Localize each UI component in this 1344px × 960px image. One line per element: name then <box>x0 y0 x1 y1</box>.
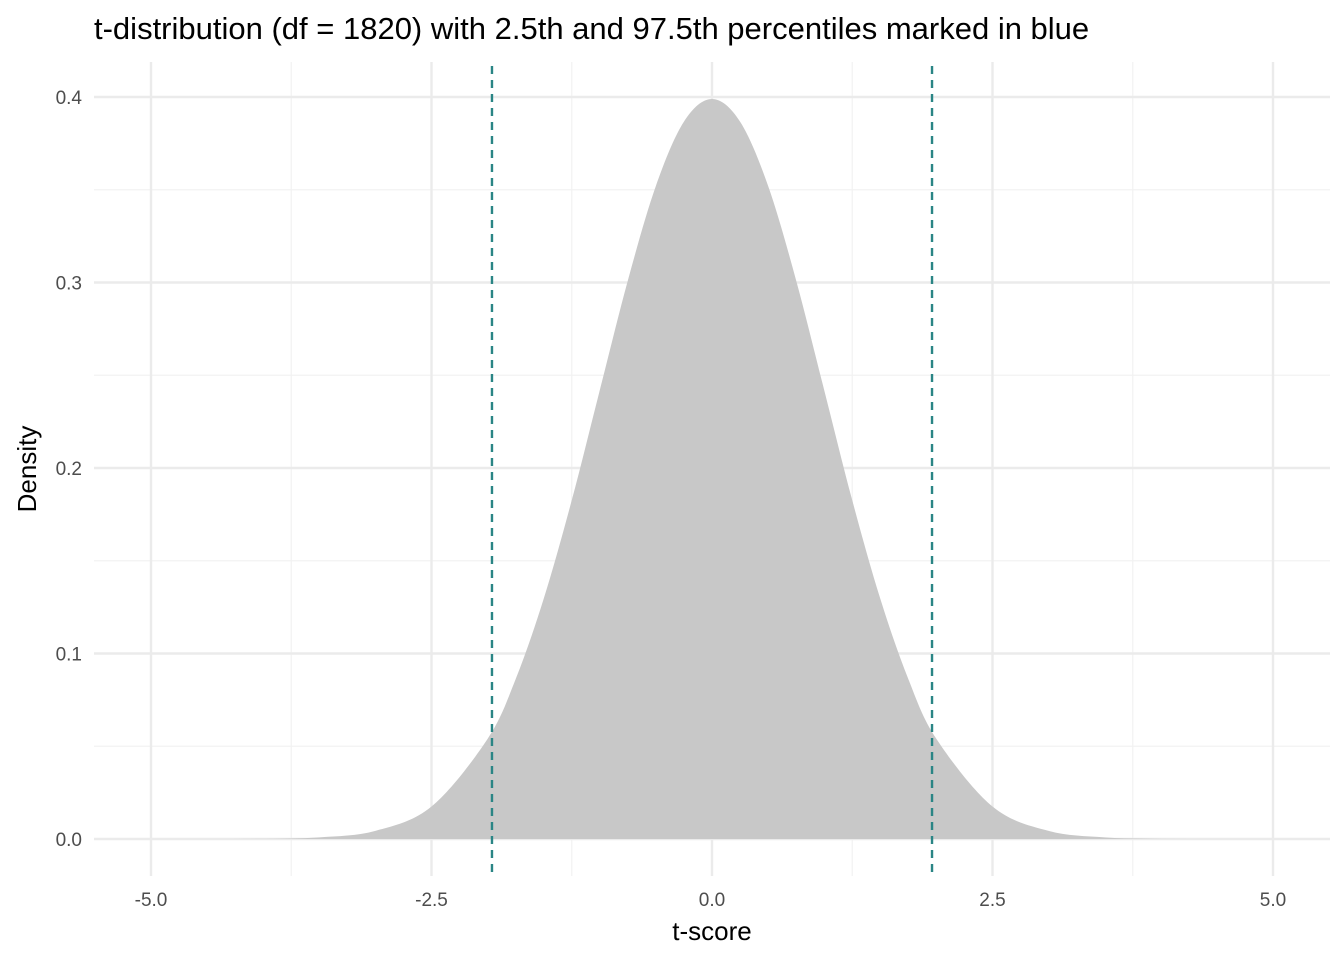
percentile-lines <box>490 66 934 876</box>
x-axis-ticks: -5.0 -2.5 0.0 2.5 5.0 <box>135 890 1287 911</box>
y-tick-label: 0.4 <box>56 88 83 109</box>
x-tick-label: 2.5 <box>979 890 1005 911</box>
y-tick-label: 0.0 <box>56 830 82 851</box>
x-tick-label: -2.5 <box>415 890 448 911</box>
density-area <box>151 99 1273 839</box>
y-tick-label: 0.2 <box>56 459 82 480</box>
x-tick-label: -5.0 <box>135 890 168 911</box>
x-tick-label: 0.0 <box>699 890 725 911</box>
y-tick-label: 0.3 <box>56 274 82 295</box>
x-tick-label: 5.0 <box>1260 890 1286 911</box>
y-tick-label: 0.1 <box>56 645 82 666</box>
y-axis-ticks: 0.0 0.1 0.2 0.3 0.4 <box>56 88 83 851</box>
y-axis-title: Density <box>12 426 42 513</box>
chart-title: t-distribution (df = 1820) with 2.5th an… <box>94 11 1089 46</box>
x-axis-title: t-score <box>672 916 751 946</box>
